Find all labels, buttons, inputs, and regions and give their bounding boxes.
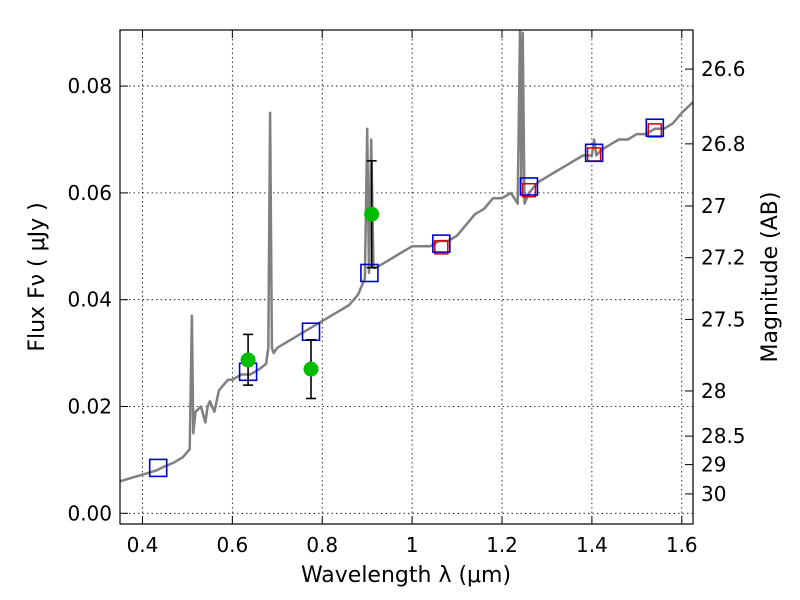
magnitude-axis-ticks: 26.6 26.8 27 27.2 27.5 28 28.5 29 30 bbox=[685, 57, 746, 506]
y-axis-label: Flux Fν ( μJy ) bbox=[25, 202, 50, 351]
photometry-point bbox=[303, 361, 319, 377]
grid-lines bbox=[120, 30, 693, 524]
y-axis-ticks: 0.00 0.02 0.04 0.06 0.08 bbox=[67, 74, 128, 525]
model-box-marker bbox=[148, 458, 168, 478]
x-tick-label: 1 bbox=[406, 533, 419, 557]
magnitude-tick-label: 28 bbox=[701, 379, 726, 403]
magnitude-tick-label: 27 bbox=[701, 194, 726, 218]
magnitude-tick-label: 27.2 bbox=[701, 246, 746, 270]
x-tick-label: 0.8 bbox=[306, 533, 338, 557]
x-tick-label: 1.4 bbox=[576, 533, 608, 557]
model-box-marker bbox=[360, 263, 379, 283]
x-tick-label: 1.2 bbox=[486, 533, 518, 557]
plot-area bbox=[120, 30, 693, 483]
photometry-point bbox=[364, 206, 380, 222]
x-axis-ticks: 0.4 0.6 0.8 1 1.2 1.4 1.6 bbox=[127, 30, 698, 557]
magnitude-axis-label: Magnitude (AB) bbox=[758, 192, 783, 363]
magnitude-tick-label: 26.6 bbox=[701, 57, 746, 81]
spectrum-line bbox=[120, 30, 693, 483]
x-axis-label: Wavelength λ (μm) bbox=[301, 563, 511, 588]
model-box-marker bbox=[432, 234, 451, 253]
plot-frame bbox=[119, 29, 694, 525]
model-box-marker bbox=[584, 143, 604, 163]
model-box-marker bbox=[645, 118, 665, 138]
magnitude-tick-label: 27.5 bbox=[701, 307, 746, 331]
model-box-marker bbox=[519, 177, 539, 196]
plot-content bbox=[120, 30, 693, 483]
y-tick-label: 0.02 bbox=[67, 395, 112, 419]
magnitude-tick-label: 30 bbox=[701, 482, 726, 506]
observed-box-marker bbox=[521, 182, 537, 198]
photometry-point bbox=[240, 352, 256, 368]
observed-box-marker bbox=[434, 240, 449, 255]
y-tick-label: 0.06 bbox=[67, 181, 112, 205]
y-tick-label: 0.00 bbox=[67, 501, 112, 525]
x-tick-label: 1.6 bbox=[666, 533, 698, 557]
magnitude-tick-label: 28.5 bbox=[701, 424, 746, 448]
magnitude-tick-label: 29 bbox=[701, 453, 726, 477]
x-tick-label: 0.6 bbox=[216, 533, 248, 557]
x-tick-label: 0.4 bbox=[127, 533, 159, 557]
magnitude-tick-label: 26.8 bbox=[701, 132, 746, 156]
y-tick-label: 0.04 bbox=[67, 288, 112, 312]
y-tick-label: 0.08 bbox=[67, 74, 112, 98]
